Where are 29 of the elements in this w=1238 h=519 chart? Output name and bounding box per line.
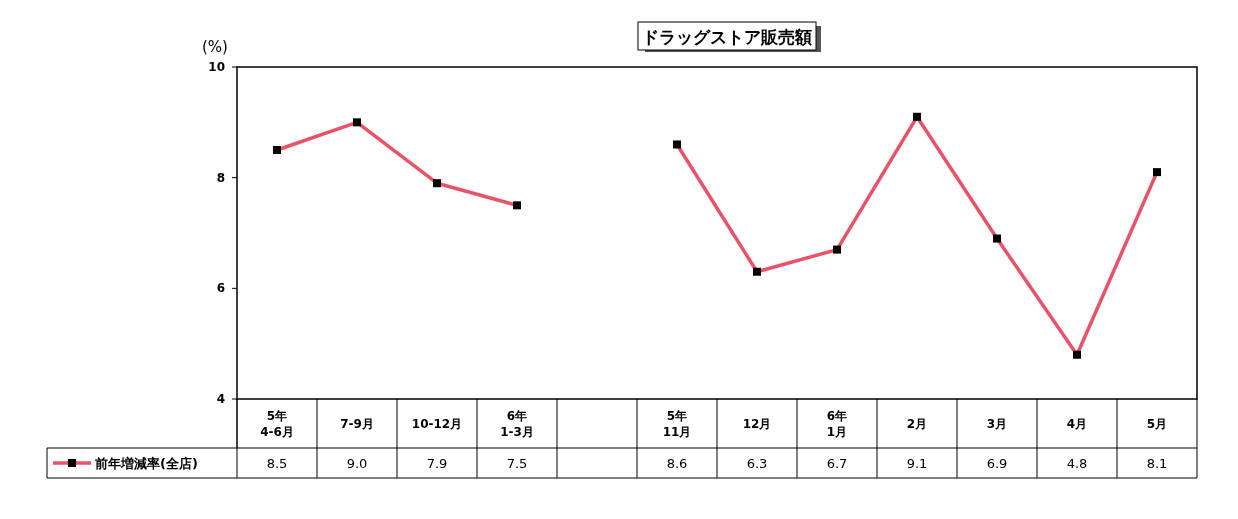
data-label: 9.0 — [346, 456, 368, 471]
data-label: 6.7 — [826, 456, 848, 471]
data-label: 7.5 — [506, 456, 528, 471]
x-tick-label: 12月 — [742, 416, 772, 431]
chart-title: ドラッグストア販売額 — [642, 27, 812, 47]
y-axis-title: (%) — [202, 38, 228, 56]
x-tick-label: 6年 1-3月 — [500, 408, 534, 439]
x-tick-label: 6年 1月 — [826, 408, 848, 439]
y-tick-label: 10 — [208, 60, 225, 74]
data-label: 9.1 — [906, 456, 928, 471]
x-tick-label: 7-9月 — [340, 416, 374, 431]
x-tick-label: 5年 11月 — [662, 408, 692, 439]
data-label: 8.5 — [266, 456, 288, 471]
data-label: 6.3 — [746, 456, 768, 471]
y-tick-label: 8 — [216, 170, 225, 185]
data-label: 8.1 — [1146, 456, 1168, 471]
y-tick-label: 6 — [216, 281, 225, 296]
x-tick-label: 4月 — [1066, 416, 1088, 431]
x-tick-label: 3月 — [986, 416, 1008, 431]
x-tick-label: 5年 4-6月 — [260, 408, 294, 439]
data-label: 4.8 — [1066, 456, 1088, 471]
x-tick-label: 5月 — [1146, 416, 1168, 431]
x-tick-label: 10-12月 — [411, 416, 463, 431]
legend-label: 前年増減率(全店) — [94, 456, 198, 471]
data-label: 8.6 — [666, 456, 688, 471]
x-tick-label: 2月 — [906, 416, 928, 431]
data-label: 6.9 — [986, 456, 1008, 471]
y-tick-label: 4 — [216, 392, 225, 406]
data-label: 7.9 — [426, 456, 448, 471]
